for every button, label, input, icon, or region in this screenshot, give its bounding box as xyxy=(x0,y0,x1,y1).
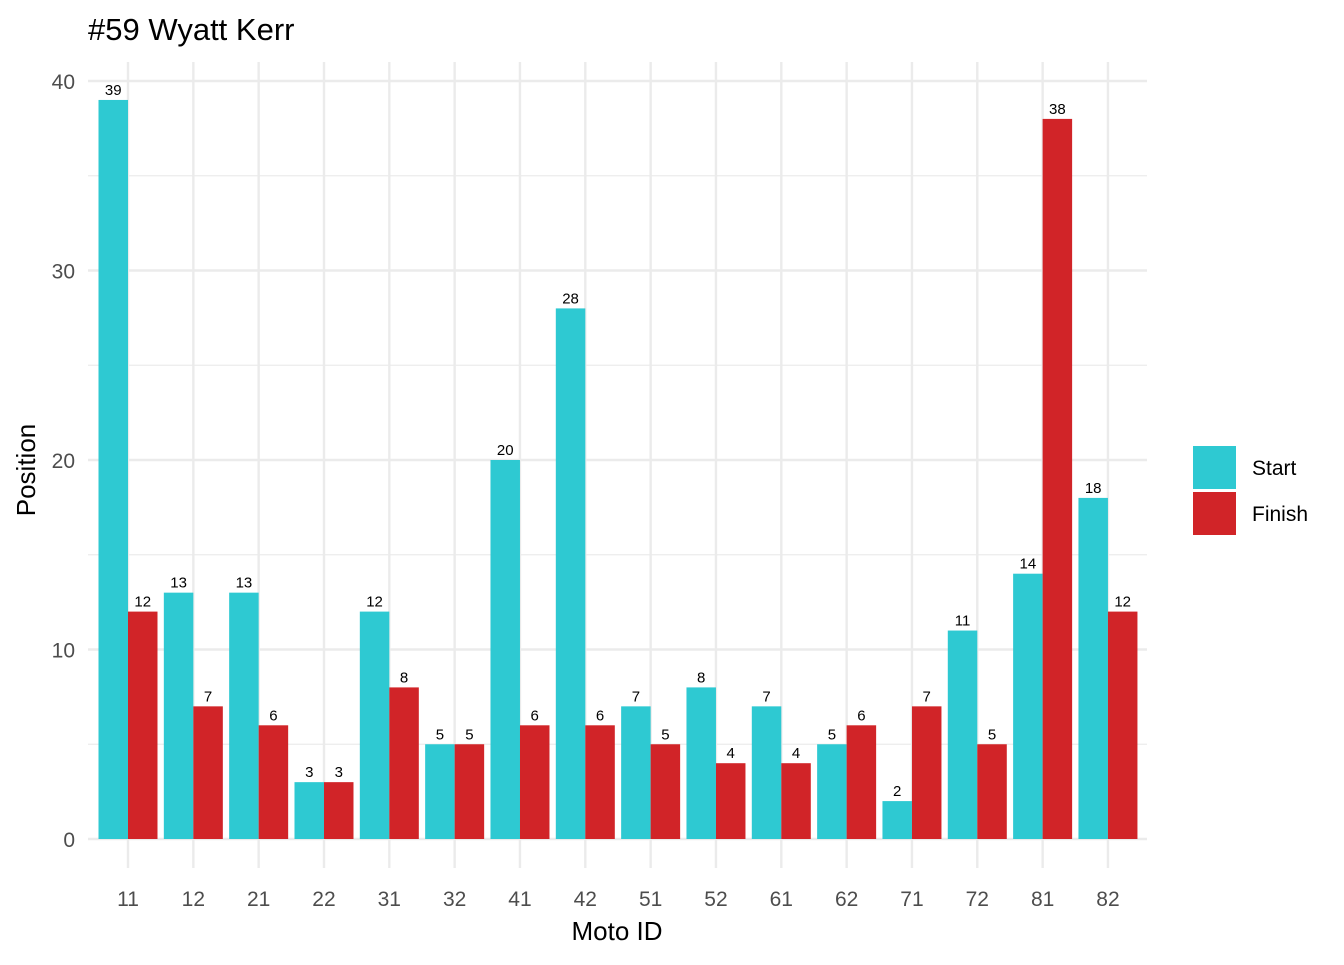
data-label-finish-11: 12 xyxy=(134,594,151,611)
data-label-finish-71: 7 xyxy=(923,688,931,705)
chart-title: #59 Wyatt Kerr xyxy=(88,12,294,47)
data-label-finish-31: 8 xyxy=(400,669,408,686)
y-axis-title: Position xyxy=(11,424,41,517)
bar-finish-32 xyxy=(454,744,485,839)
x-tick-label: 31 xyxy=(378,888,401,911)
x-tick-label: 12 xyxy=(182,888,205,911)
bar-finish-62 xyxy=(846,725,877,839)
data-label-finish-62: 6 xyxy=(857,707,865,724)
bar-start-22 xyxy=(294,782,324,839)
data-label-finish-51: 5 xyxy=(661,726,669,743)
bar-finish-41 xyxy=(519,725,550,839)
data-label-start-82: 18 xyxy=(1085,480,1102,497)
bar-start-31 xyxy=(359,611,390,839)
x-tick-label: 62 xyxy=(835,888,858,911)
bar-start-61 xyxy=(751,706,782,839)
y-tick-label: 0 xyxy=(63,829,75,852)
bar-start-72 xyxy=(947,630,978,839)
data-label-start-22: 3 xyxy=(305,764,313,781)
data-label-start-81: 14 xyxy=(1020,556,1037,573)
bar-start-12 xyxy=(163,592,194,839)
data-label-start-62: 5 xyxy=(828,726,836,743)
data-label-start-61: 7 xyxy=(762,688,770,705)
legend-key-finish xyxy=(1193,492,1236,535)
x-axis-title: Moto ID xyxy=(571,916,662,946)
y-tick-label: 40 xyxy=(52,71,75,94)
legend-label-finish: Finish xyxy=(1252,503,1308,526)
data-label-finish-41: 6 xyxy=(531,707,539,724)
data-label-finish-72: 5 xyxy=(988,726,996,743)
bar-finish-81 xyxy=(1042,118,1073,839)
bar-start-41 xyxy=(490,460,520,839)
bar-start-81 xyxy=(1013,573,1043,839)
data-label-start-51: 7 xyxy=(632,688,640,705)
data-label-start-52: 8 xyxy=(697,669,705,686)
x-tick-label: 81 xyxy=(1031,888,1054,911)
bar-finish-72 xyxy=(977,744,1007,839)
x-tick-label: 32 xyxy=(443,888,466,911)
bar-finish-22 xyxy=(323,782,354,839)
data-label-finish-61: 4 xyxy=(792,745,800,762)
bar-finish-11 xyxy=(128,611,158,839)
y-tick-label: 30 xyxy=(52,261,75,284)
x-tick-label: 41 xyxy=(508,888,531,911)
data-label-start-21: 13 xyxy=(236,575,253,592)
x-tick-label: 61 xyxy=(770,888,793,911)
data-label-finish-12: 7 xyxy=(204,688,212,705)
bar-finish-52 xyxy=(715,763,746,839)
data-label-finish-52: 4 xyxy=(727,745,735,762)
y-tick-label: 20 xyxy=(52,450,75,473)
x-tick-label: 42 xyxy=(574,888,597,911)
x-tick-label: 52 xyxy=(704,888,727,911)
data-label-start-72: 11 xyxy=(955,613,971,630)
bar-start-32 xyxy=(425,744,455,839)
x-tick-label: 51 xyxy=(639,888,662,911)
x-tick-label: 72 xyxy=(966,888,989,911)
bar-start-62 xyxy=(817,744,847,839)
data-label-start-11: 39 xyxy=(105,82,122,99)
bar-finish-82 xyxy=(1107,611,1138,839)
bar-finish-12 xyxy=(193,706,223,839)
data-label-finish-21: 6 xyxy=(269,707,277,724)
data-label-finish-42: 6 xyxy=(596,707,604,724)
x-tick-label: 11 xyxy=(117,888,139,911)
x-tick-label: 21 xyxy=(247,888,270,911)
bar-start-21 xyxy=(229,592,259,839)
data-label-start-42: 28 xyxy=(562,290,579,307)
bar-finish-71 xyxy=(911,706,942,839)
bar-start-71 xyxy=(882,801,912,839)
legend: Start Finish xyxy=(1193,446,1308,535)
bar-finish-51 xyxy=(650,744,681,839)
bar-finish-42 xyxy=(585,725,615,839)
data-label-start-31: 12 xyxy=(366,594,383,611)
bar-finish-21 xyxy=(258,725,289,839)
x-tick-label: 71 xyxy=(900,888,923,911)
data-label-start-71: 2 xyxy=(893,783,901,800)
bar-start-42 xyxy=(555,308,586,839)
bars xyxy=(98,99,1138,839)
x-tick-label: 82 xyxy=(1096,888,1119,911)
x-tick-label: 22 xyxy=(312,888,335,911)
bar-start-82 xyxy=(1078,497,1108,839)
data-label-finish-82: 12 xyxy=(1114,594,1131,611)
y-tick-label: 10 xyxy=(52,640,75,663)
bar-start-51 xyxy=(621,706,651,839)
bar-start-52 xyxy=(686,687,716,839)
data-label-start-32: 5 xyxy=(436,726,444,743)
legend-label-start: Start xyxy=(1252,457,1297,480)
bar-finish-31 xyxy=(389,687,419,839)
data-label-start-12: 13 xyxy=(170,575,187,592)
data-label-finish-22: 3 xyxy=(335,764,343,781)
bar-finish-61 xyxy=(781,763,811,839)
data-label-finish-32: 5 xyxy=(465,726,473,743)
legend-key-start xyxy=(1193,446,1236,489)
data-label-finish-81: 38 xyxy=(1049,101,1066,118)
data-label-start-41: 20 xyxy=(497,442,514,459)
bar-start-11 xyxy=(98,99,128,839)
